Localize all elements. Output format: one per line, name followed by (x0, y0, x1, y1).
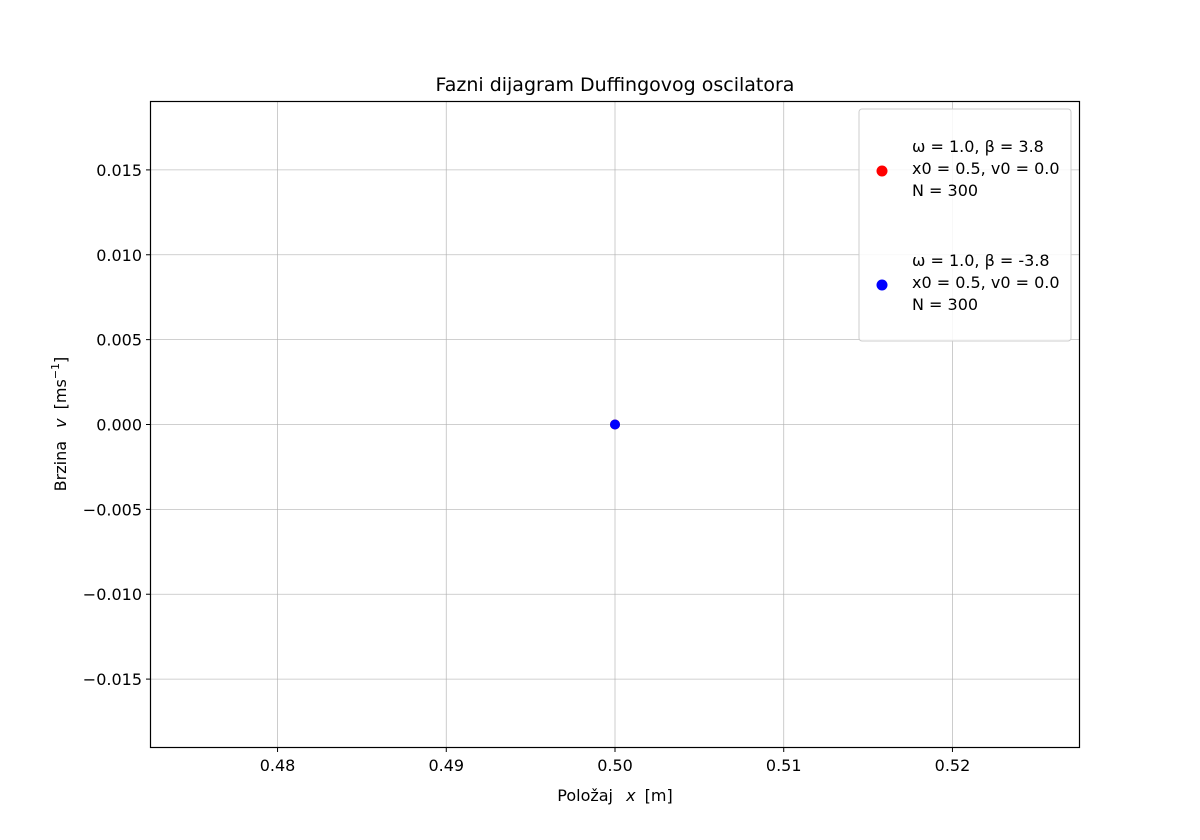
y-tick-label: 0.000 (96, 416, 142, 435)
y-axis-title-unit: [ms (51, 379, 70, 409)
legend-box (858, 108, 1072, 342)
legend-label: N = 300 (912, 295, 978, 314)
legend-label: x0 = 0.5, v0 = 0.0 (912, 159, 1060, 178)
x-axis-title-unit: [m] (645, 786, 673, 805)
legend-label: ω = 1.0, β = 3.8 (912, 137, 1044, 156)
legend-label: ω = 1.0, β = -3.8 (912, 251, 1050, 270)
y-tick-label: −0.015 (83, 670, 142, 689)
legend-label: x0 = 0.5, v0 = 0.0 (912, 273, 1060, 292)
y-axis-ticks: 0.015 0.010 0.005 0.000 −0.005 −0.010 −0.015 (83, 161, 151, 689)
x-axis-title-variable: x (625, 786, 636, 805)
plot-area-frame (149, 100, 1081, 749)
x-tick-label: 0.51 (766, 756, 802, 775)
legend-marker (876, 165, 888, 177)
x-tick-label: 0.49 (428, 756, 464, 775)
y-tick-label: 0.010 (96, 246, 142, 265)
data-points (610, 419, 620, 430)
y-axis-title: Brzina v [ms−1] (49, 357, 70, 492)
legend: ω = 1.0, β = 3.8 x0 = 0.5, v0 = 0.0 N = 30… (858, 108, 1072, 342)
y-axis-title-unit-close: ] (51, 357, 70, 363)
x-axis-title-prefix: Položaj (557, 786, 613, 805)
y-tick-label: 0.015 (96, 161, 142, 180)
x-tick-label: 0.48 (260, 756, 296, 775)
chart-title: Fazni dijagram Duffingovog oscilatora (436, 74, 795, 96)
x-tick-label: 0.50 (597, 756, 633, 775)
y-axis-title-variable: v (51, 418, 70, 428)
y-tick-label: −0.010 (83, 585, 142, 604)
x-tick-label: 0.52 (935, 756, 971, 775)
y-tick-label: 0.005 (96, 331, 142, 350)
y-axis-title-prefix: Brzina (51, 441, 70, 491)
x-axis-title: Položaj x [m] (557, 786, 672, 805)
legend-entries: ω = 1.0, β = 3.8 x0 = 0.5, v0 = 0.0 N = 30… (876, 137, 1060, 314)
y-axis-title-unit-exponent: −1 (49, 363, 62, 379)
data-point (610, 419, 620, 430)
legend-marker (876, 279, 888, 291)
legend-label: N = 300 (912, 181, 978, 200)
x-axis-ticks: 0.48 0.49 0.50 0.51 0.52 (260, 747, 971, 775)
y-tick-label: −0.005 (83, 500, 142, 519)
